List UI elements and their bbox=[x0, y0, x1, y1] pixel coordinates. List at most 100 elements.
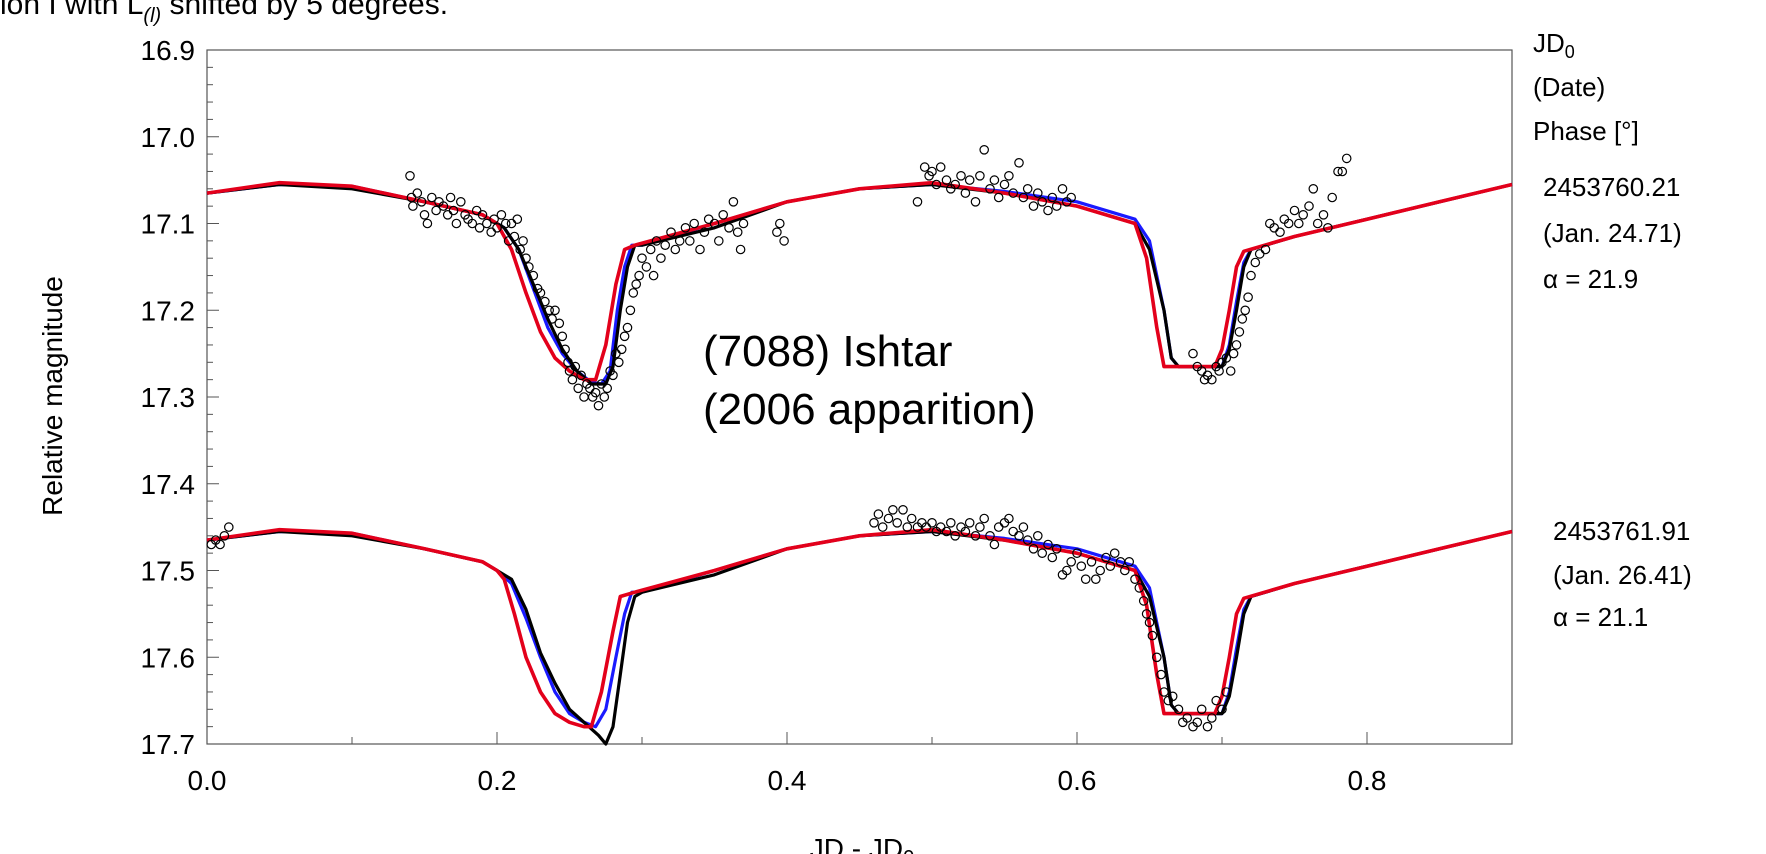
data-point-session-1 bbox=[1240, 305, 1250, 316]
data-point-session-1 bbox=[1308, 184, 1319, 194]
data-point-session-2 bbox=[1156, 669, 1166, 680]
data-point-session-1 bbox=[579, 392, 589, 402]
data-point-session-1 bbox=[1008, 188, 1018, 198]
x-axis-title-main: JD - JD bbox=[810, 833, 903, 854]
data-point-session-2 bbox=[1202, 721, 1213, 732]
data-point-session-1 bbox=[1333, 166, 1343, 177]
data-point-session-2 bbox=[1033, 530, 1043, 541]
data-point-session-1 bbox=[1283, 218, 1294, 229]
annotation-line-2: (2006 apparition) bbox=[703, 385, 1036, 434]
data-point-session-1 bbox=[547, 314, 557, 324]
data-point-session-1 bbox=[500, 218, 511, 229]
data-point-session-1 bbox=[492, 223, 502, 233]
data-point-session-2 bbox=[1043, 539, 1053, 550]
data-point-session-1 bbox=[641, 262, 652, 272]
data-point-session-1 bbox=[1312, 218, 1323, 229]
data-point-session-1 bbox=[919, 162, 930, 172]
data-point-session-1 bbox=[451, 218, 462, 229]
data-point-session-1 bbox=[1225, 366, 1236, 376]
y-tick-label: 17.0 bbox=[141, 122, 196, 153]
model-curve-black-session-2 bbox=[206, 529, 1513, 746]
x-tick-label: 0.8 bbox=[1348, 765, 1387, 796]
data-point-session-1 bbox=[674, 236, 685, 246]
data-point-session-1 bbox=[467, 218, 478, 229]
data-point-session-1 bbox=[619, 331, 630, 342]
data-point-session-2 bbox=[1095, 565, 1105, 576]
data-point-session-1 bbox=[405, 171, 415, 181]
data-point-session-1 bbox=[544, 305, 554, 316]
data-point-session-1 bbox=[535, 288, 546, 298]
data-point-session-1 bbox=[695, 244, 705, 255]
data-point-session-2 bbox=[1086, 556, 1097, 567]
data-point-session-2 bbox=[979, 513, 989, 524]
data-point-session-1 bbox=[528, 270, 539, 281]
data-point-session-1 bbox=[1327, 192, 1337, 203]
data-point-session-2 bbox=[927, 517, 937, 528]
data-point-session-1 bbox=[570, 361, 581, 372]
data-point-session-1 bbox=[1004, 171, 1014, 181]
session-2-labels: 2453761.91 (Jan. 26.41) α = 21.1 bbox=[1553, 516, 1692, 632]
data-point-session-2 bbox=[1167, 691, 1178, 702]
x-tick-label: 0.2 bbox=[478, 765, 517, 796]
data-point-session-1 bbox=[628, 288, 639, 298]
data-point-session-2 bbox=[869, 517, 879, 528]
data-point-session-1 bbox=[599, 392, 610, 402]
data-point-session-1 bbox=[645, 244, 656, 255]
data-point-session-1 bbox=[557, 331, 568, 342]
data-point-session-1 bbox=[637, 253, 647, 264]
y-tick-label: 16.9 bbox=[141, 35, 196, 66]
data-point-session-1 bbox=[506, 218, 517, 229]
data-point-session-1 bbox=[408, 201, 418, 211]
data-point-session-2 bbox=[1173, 704, 1184, 715]
data-point-session-2 bbox=[1008, 526, 1018, 537]
data-point-session-2 bbox=[975, 522, 985, 532]
data-point-session-1 bbox=[684, 236, 695, 246]
data-point-session-2 bbox=[1076, 561, 1087, 571]
caption-text-before: ion I with L bbox=[0, 0, 143, 21]
data-point-session-1 bbox=[448, 205, 459, 216]
data-point-session-1 bbox=[1323, 223, 1333, 233]
y-tick-label: 17.6 bbox=[141, 642, 196, 673]
data-point-session-1 bbox=[1246, 270, 1256, 281]
data-point-session-1 bbox=[1057, 184, 1068, 194]
data-point-session-1 bbox=[1275, 227, 1285, 237]
data-point-session-2 bbox=[985, 530, 995, 541]
data-point-session-1 bbox=[703, 214, 714, 224]
data-point-session-1 bbox=[445, 192, 456, 203]
data-point-session-1 bbox=[993, 192, 1004, 203]
data-point-session-2 bbox=[1080, 574, 1091, 584]
data-point-session-2 bbox=[1144, 617, 1155, 628]
data-point-session-1 bbox=[975, 171, 985, 181]
data-point-session-1 bbox=[1028, 201, 1039, 211]
data-point-session-2 bbox=[1072, 548, 1082, 558]
data-point-session-1 bbox=[772, 227, 782, 237]
data-point-session-1 bbox=[477, 210, 488, 220]
data-point-session-1 bbox=[631, 279, 641, 289]
data-point-session-2 bbox=[892, 517, 902, 528]
data-point-session-1 bbox=[1022, 184, 1033, 194]
y-tick-label: 17.7 bbox=[141, 729, 196, 760]
data-point-session-2 bbox=[941, 526, 952, 537]
data-point-session-1 bbox=[1254, 249, 1265, 259]
data-point-session-1 bbox=[554, 318, 565, 329]
data-point-session-1 bbox=[518, 236, 528, 246]
data-point-session-2 bbox=[1152, 652, 1162, 663]
data-point-session-2 bbox=[1159, 687, 1169, 697]
data-point-session-1 bbox=[738, 218, 749, 229]
data-point-session-2 bbox=[898, 504, 908, 515]
model-curve-red-session-2 bbox=[206, 527, 1513, 729]
points-layer bbox=[206, 145, 1352, 732]
data-point-session-2 bbox=[1211, 695, 1221, 706]
data-point-session-1 bbox=[590, 387, 601, 398]
data-point-session-1 bbox=[1066, 192, 1076, 203]
data-point-session-1 bbox=[648, 270, 659, 281]
data-point-session-1 bbox=[1188, 348, 1198, 359]
x-axis-title: JD - JD0 bbox=[810, 833, 914, 854]
figure-caption: ion I with L(l) shifted by 5 degrees. bbox=[0, 0, 448, 27]
data-point-session-1 bbox=[422, 218, 433, 229]
data-point-session-1 bbox=[1033, 188, 1043, 198]
data-point-session-2 bbox=[950, 530, 960, 541]
data-point-session-1 bbox=[1018, 192, 1029, 203]
data-point-session-1 bbox=[941, 175, 952, 185]
